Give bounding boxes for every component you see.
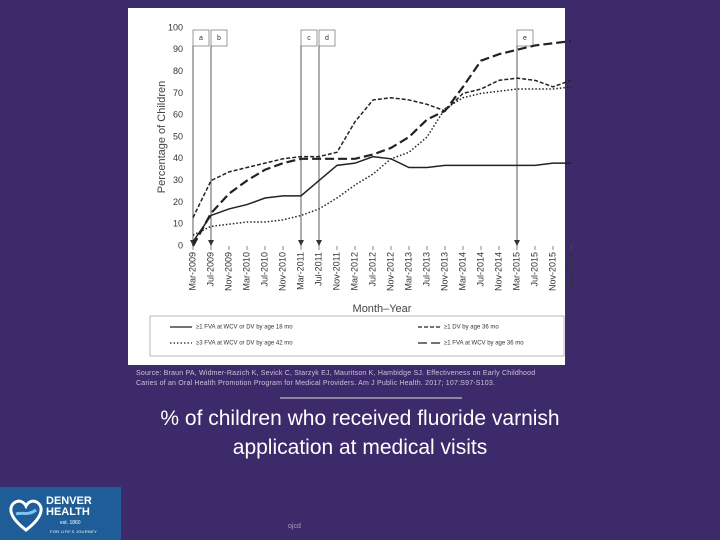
divider [280,397,462,399]
annotation-box [300,29,318,47]
y-tick-label: 20 [173,197,183,207]
x-tick-label: Mar-2009 [187,252,197,291]
annotation-label: e [523,35,527,42]
y-tick-label: 100 [168,22,183,32]
y-tick-label: 30 [173,175,183,185]
footer: ojcd [288,523,301,530]
legend-label: ≥1 FVA at WCV by age 36 mo [444,341,524,347]
series-line [192,155,571,243]
series-line [192,77,572,218]
x-tick-label: Jul-2011 [313,252,323,286]
annotation-label: b [217,35,221,42]
x-tick-label: Mar-2014 [457,252,467,291]
annotation-box [516,29,534,47]
series-line [192,39,572,247]
x-axis-label: Month–Year [353,303,412,315]
chart-background [128,8,565,365]
annotation-box [192,29,210,47]
logo-heart [9,499,43,532]
legend-box [149,315,565,357]
logo-est: est. 1860 [60,520,81,526]
y-tick-label: 40 [173,153,183,163]
annotation-label: c [307,35,311,42]
x-tick-label: Jul-2012 [367,252,377,287]
y-tick-label: 80 [173,66,183,76]
x-tick-label: Nov-2010 [277,252,287,291]
y-tick-label: 0 [178,240,183,250]
annotation-arrow [514,240,520,246]
annotation-box [318,29,336,47]
x-tick-label: Nov-2011 [331,252,341,290]
annotation-label: d [325,35,329,42]
x-tick-label: Mar-2016 [565,252,575,291]
x-tick-label: Jul-2013 [421,252,431,287]
x-tick-label: Mar-2012 [349,252,359,291]
x-tick-label: Jul-2014 [475,252,485,287]
y-tick-label: 50 [173,131,183,141]
x-tick-label: Mar-2015 [511,252,521,291]
logo-word: HEALTH [46,506,90,518]
annotation-label: a [199,35,203,42]
y-axis-label: Percentage of Children [156,81,168,194]
x-tick-label: Jul-2015 [529,252,539,287]
x-tick-label: Nov-2015 [547,252,557,291]
logo: DENVER HEALTH est. 1860 FOR LIFE'S JOURNE… [0,487,121,540]
legend-label: ≥1 DV by age 36 mo [444,325,499,331]
x-tick-label: Mar-2013 [403,252,413,291]
x-tick-label: Nov-2013 [439,252,449,291]
source: Source: Braun PA, Widmer-Razich K, Sevic… [136,369,566,389]
logo-name: DENVER HEALTH [46,496,92,518]
y-tick-label: 90 [173,44,183,54]
x-tick-label: Nov-2014 [493,252,503,291]
annotation-arrow [316,240,322,246]
x-tick-label: Nov-2012 [385,252,395,291]
series-line [192,86,572,236]
annotation-box [210,29,228,47]
x-tick-label: Nov-2009 [223,252,233,291]
x-tick-label: Mar-2010 [241,252,251,291]
source-line: Source: Braun PA, Widmer-Razich K, Sevic… [136,370,536,377]
x-tick-label: Jul-2010 [259,252,269,287]
y-tick-label: 70 [173,88,183,98]
logo-word: DENVER [46,495,92,507]
y-tick-label: 60 [173,110,183,120]
slide-title: % of children who received fluoride varn… [0,404,720,462]
annotation-arrow [298,240,304,246]
title-line: % of children who received fluoride varn… [160,407,560,430]
title-line: application at medical visits [232,436,488,459]
annotation-arrow [208,240,214,246]
logo-tagline: FOR LIFE'S JOURNEY [50,529,98,534]
source-line: Caries of an Oral Health Promotion Progr… [136,380,496,387]
legend-label: ≥3 FVA at WCV or DV by age 42 mo [196,341,293,347]
x-tick-label: Jul-2009 [205,252,215,287]
y-tick-label: 10 [173,219,183,229]
x-tick-label: Mar-2011 [295,252,305,290]
legend-label: ≥1 FVA at WCV or DV by age 18 mo [196,325,293,331]
